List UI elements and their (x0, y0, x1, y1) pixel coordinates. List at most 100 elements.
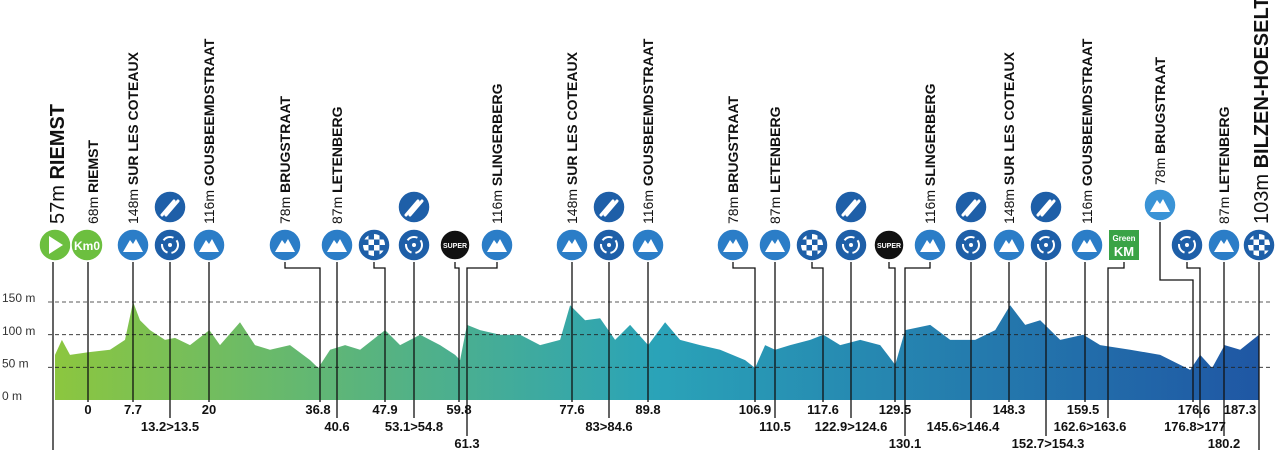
waypoint-altitude: 87m (1216, 197, 1232, 224)
waypoint-name: RIEMST (85, 140, 101, 193)
waypoint-name: SUR LES COTEAUX (125, 51, 141, 185)
km-label: 152.7>154.3 (1012, 436, 1085, 451)
km-label: 180.2 (1208, 436, 1241, 451)
connector (284, 262, 321, 402)
start-arrow (49, 236, 63, 254)
km-label: 159.5 (1067, 402, 1100, 417)
connector (888, 262, 896, 402)
waypoint-label: 116m GOUSBEEMDSTRAAT (201, 38, 217, 224)
waypoint-name: GOUSBEEMDSTRAAT (640, 38, 656, 186)
food-icon (592, 190, 626, 224)
km-label: 59.8 (446, 402, 471, 417)
km-label: 83>84.6 (585, 419, 632, 434)
waypoint-altitude: 68m (85, 197, 101, 224)
km-label: 176.8>177 (1164, 419, 1226, 434)
connector (732, 262, 756, 402)
km-label: 106.9 (739, 402, 772, 417)
km-label: 77.6 (559, 402, 584, 417)
waypoint-name: SLINGERBERG (489, 83, 505, 186)
km-label: 129.5 (879, 402, 912, 417)
waypoint-name: RIEMST (47, 104, 69, 180)
waypoint-label: 116m SLINGERBERG (922, 83, 938, 224)
feed-icon (834, 228, 868, 262)
feed-icon (592, 228, 626, 262)
km0-icon (70, 228, 104, 262)
connector (1186, 262, 1201, 418)
climb-icon (1207, 228, 1241, 262)
km-label: 110.5 (759, 419, 791, 434)
km-label: 7.7 (124, 402, 142, 417)
sprint-icon (358, 229, 390, 261)
waypoint-label: 148m SUR LES COTEAUX (1001, 51, 1017, 224)
waypoint-label: 116m GOUSBEEMDSTRAAT (640, 38, 656, 224)
waypoint-name: SUR LES COTEAUX (564, 51, 580, 185)
climb-icon (555, 228, 589, 262)
climb-icon (716, 228, 750, 262)
waypoint-label: 78m BRUGSTRAAT (1152, 56, 1168, 185)
food-icon (834, 190, 868, 224)
climb-icon (631, 228, 665, 262)
km-label: 61.3 (454, 436, 479, 451)
y-tick-label: 0 m (2, 389, 22, 403)
waypoint-altitude: 87m (329, 197, 345, 224)
feed-icon (1170, 228, 1204, 262)
waypoint-label: 78m BRUGSTRAAT (277, 95, 293, 224)
connector (811, 262, 824, 402)
waypoint-label: 57m RIEMST (47, 104, 69, 224)
waypoint-altitude: 116m (201, 190, 217, 224)
food-icon (397, 190, 431, 224)
waypoint-name: GOUSBEEMDSTRAAT (201, 38, 217, 186)
green-km-bottom: KM (1114, 244, 1134, 259)
waypoint-altitude: 103m (1251, 174, 1273, 224)
waypoint-label: 87m LETENBERG (767, 106, 783, 224)
waypoint-altitude: 116m (640, 190, 656, 224)
connector (904, 262, 931, 436)
feed-icon (1029, 228, 1063, 262)
climb-icon (268, 228, 302, 262)
km-label: 117.6 (807, 402, 839, 417)
km-label: 148.3 (993, 402, 1026, 417)
climb-icon (192, 228, 226, 262)
km-label: 0 (84, 402, 91, 417)
waypoint-label: 148m SUR LES COTEAUX (125, 51, 141, 224)
waypoint-name: LETENBERG (767, 106, 783, 192)
waypoint-label: 116m SLINGERBERG (489, 83, 505, 224)
waypoint-name: BRUGSTRAAT (277, 95, 293, 192)
waypoint-label: 78m BRUGSTRAAT (725, 95, 741, 224)
waypoint-altitude: 116m (489, 190, 505, 224)
waypoint-name: LETENBERG (329, 106, 345, 192)
climb-icon (758, 228, 792, 262)
waypoint-altitude: 148m (1001, 189, 1017, 224)
green-km-icon (1107, 228, 1141, 262)
waypoint-altitude: 57m (47, 185, 69, 224)
super-badge: SUPER (439, 229, 471, 261)
climb-icon (320, 228, 354, 262)
km-label: 53.1>54.8 (385, 419, 443, 434)
km-label: 176.6 (1178, 402, 1211, 417)
feed-icon (153, 228, 187, 262)
waypoint-altitude: 78m (1152, 158, 1168, 185)
waypoint-name: BRUGSTRAAT (725, 95, 741, 192)
connector (454, 262, 460, 402)
y-tick-label: 50 m (2, 357, 29, 371)
super-text: SUPER (877, 243, 901, 250)
waypoint-name: GOUSBEEMDSTRAAT (1079, 38, 1095, 186)
food-icon (153, 190, 187, 224)
km0-text: Km0 (74, 239, 100, 253)
food-icon (1029, 190, 1063, 224)
waypoint-altitude: 116m (1079, 190, 1095, 224)
connector (466, 262, 498, 436)
waypoint-label: 103m BILZEN-HOESELT (1251, 0, 1273, 224)
climb-icon (992, 228, 1026, 262)
km-label: 36.8 (305, 402, 330, 417)
km-label: 187.3 (1224, 402, 1257, 417)
km-label: 20 (202, 402, 216, 417)
waypoint-altitude: 116m (922, 190, 938, 224)
waypoint-label: 87m LETENBERG (329, 106, 345, 224)
km-label: 89.8 (635, 402, 660, 417)
km-label: 47.9 (372, 402, 397, 417)
green-km-top: Green (1112, 234, 1135, 243)
connector (373, 262, 386, 402)
km-label: 13.2>13.5 (141, 419, 199, 434)
